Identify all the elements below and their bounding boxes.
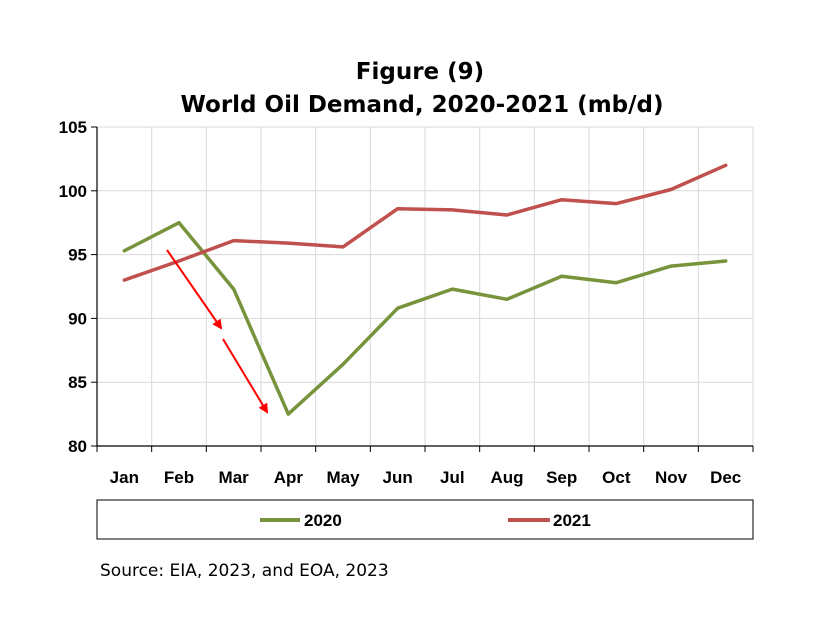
data-point-2020-Feb — [177, 221, 181, 225]
source-note: Source: EIA, 2023, and EOA, 2023 — [100, 561, 389, 581]
x-tick-labels: Jan Feb Mar Apr May Jun Jul Aug Sep Oct Nov Dec — [110, 468, 742, 487]
y-tick-label: 105 — [59, 118, 87, 137]
y-tick-label: 80 — [68, 437, 87, 456]
legend-box — [96, 499, 754, 540]
data-point-2020-Aug — [505, 297, 509, 301]
data-point-2020-Nov — [669, 264, 673, 268]
data-point-2021-Feb — [177, 259, 181, 263]
data-point-2020-Mar — [232, 287, 236, 291]
x-tick-label: Sep — [546, 468, 577, 487]
chart-title-line1: Figure (9) — [356, 59, 484, 85]
grid-lines — [97, 126, 754, 446]
data-point-2021-Aug — [505, 213, 509, 217]
x-tick-label: Nov — [655, 468, 688, 487]
data-point-2021-Apr — [286, 241, 290, 245]
data-point-2020-Jul — [450, 287, 454, 291]
x-tick-label: Oct — [602, 468, 631, 487]
annotation-arrow-upper — [166, 249, 223, 330]
x-tick-label: May — [326, 468, 360, 487]
x-tick-label: Mar — [219, 468, 250, 487]
annotation-arrow — [166, 249, 269, 414]
x-tick-label: Aug — [490, 468, 523, 487]
x-tick-label: Jul — [440, 468, 465, 487]
data-point-2020-Oct — [614, 281, 618, 285]
x-tick-label: Jan — [110, 468, 139, 487]
y-tick-label: 95 — [68, 246, 87, 265]
data-point-2020-Sep — [560, 274, 564, 278]
x-tick-label: Jun — [383, 468, 413, 487]
axes — [91, 126, 754, 452]
series-lines — [122, 163, 728, 416]
data-point-2021-May — [341, 245, 345, 249]
annotation-arrow-lower — [222, 338, 269, 414]
x-tick-label: Dec — [710, 468, 741, 487]
y-tick-labels: 80 85 90 95 100 105 — [59, 118, 87, 456]
chart-title-line2: World Oil Demand, 2020-2021 (mb/d) — [180, 92, 663, 118]
data-point-2020-Jan — [122, 249, 126, 253]
data-point-2021-Jun — [396, 207, 400, 211]
data-point-2021-Mar — [232, 239, 236, 243]
legend-label-2020: 2020 — [304, 511, 342, 530]
data-point-2020-Dec — [724, 259, 728, 263]
series-line-2021 — [122, 163, 728, 282]
y-tick-label: 90 — [68, 309, 87, 328]
data-point-2020-May — [341, 362, 345, 366]
data-point-2020-Apr — [286, 412, 290, 416]
series-line-2020 — [122, 220, 728, 416]
data-point-2021-Sep — [560, 198, 564, 202]
data-point-2021-Nov — [669, 188, 673, 192]
data-point-2021-Jan — [122, 278, 126, 282]
x-tick-label: Apr — [274, 468, 304, 487]
y-tick-label: 100 — [59, 182, 87, 201]
legend-label-2021: 2021 — [553, 511, 591, 530]
y-tick-label: 85 — [68, 373, 87, 392]
data-point-2021-Oct — [614, 202, 618, 206]
data-point-2021-Jul — [450, 208, 454, 212]
data-point-2021-Dec — [724, 163, 728, 167]
x-tick-label: Feb — [164, 468, 194, 487]
data-point-2020-Jun — [396, 306, 400, 310]
